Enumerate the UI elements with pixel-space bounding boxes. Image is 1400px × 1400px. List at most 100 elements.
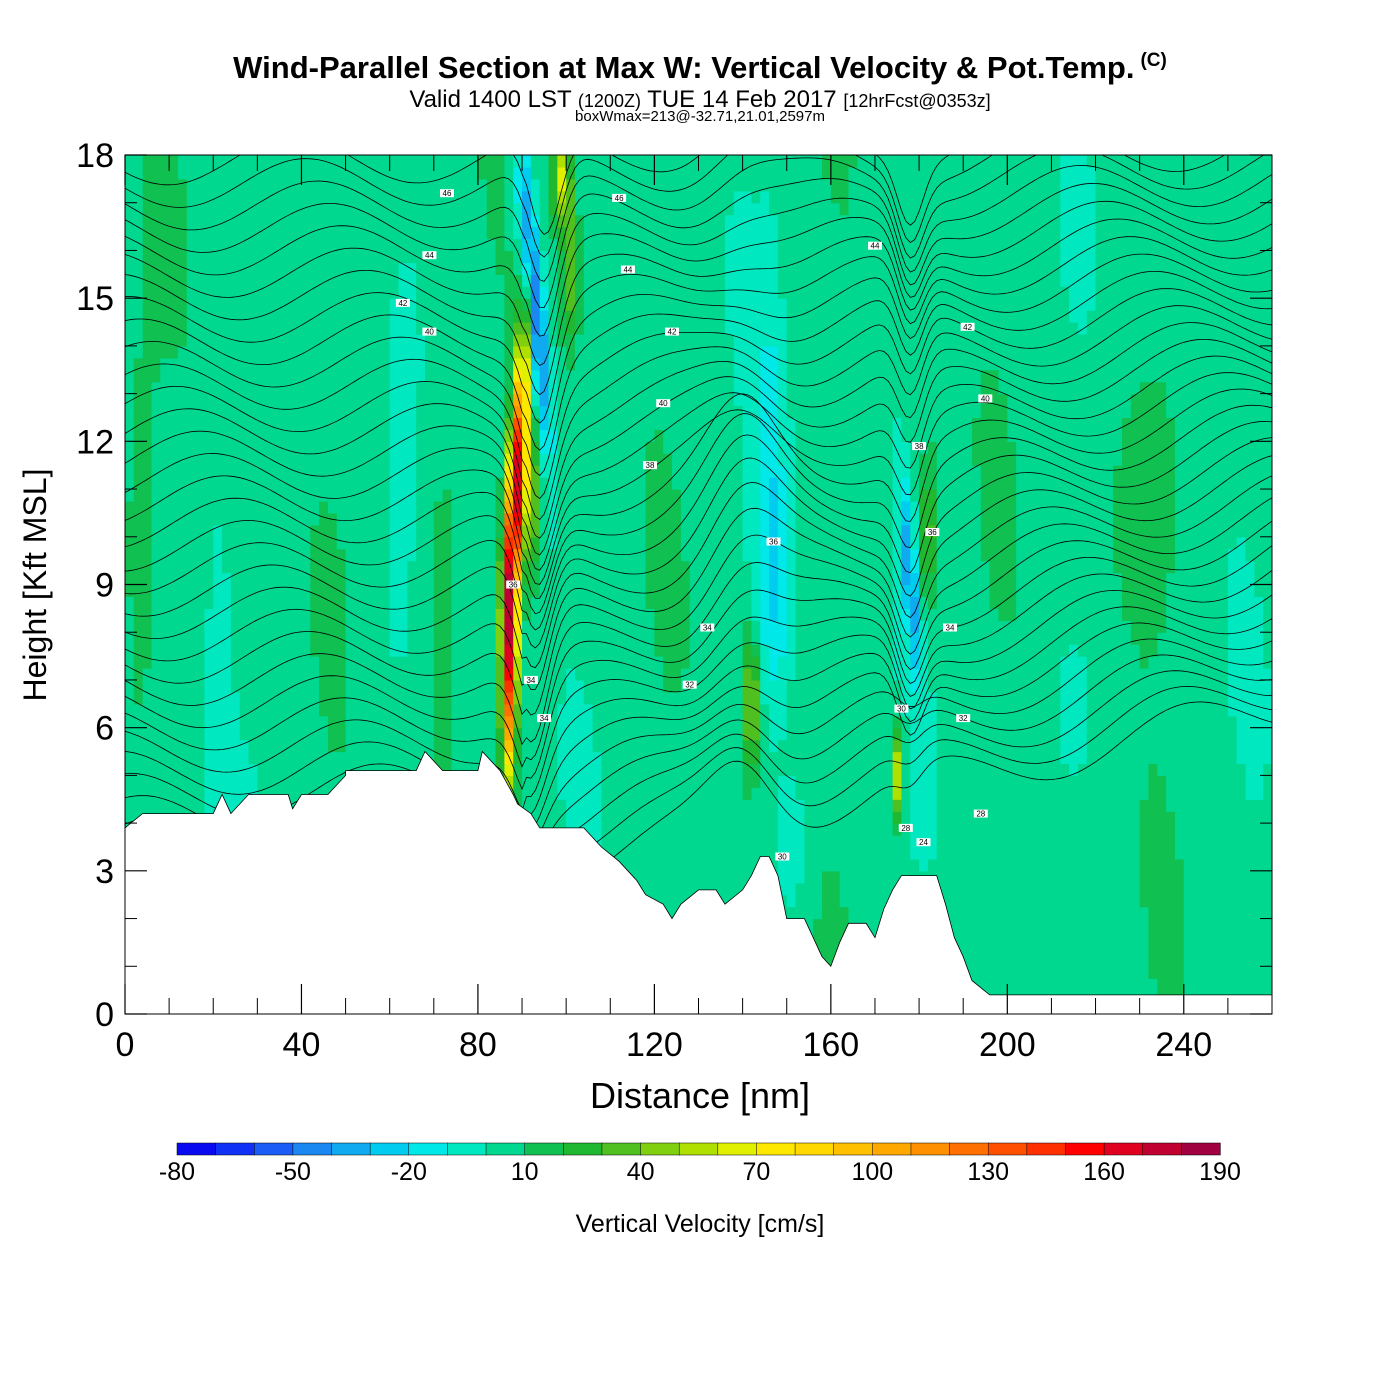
w-cell	[742, 858, 753, 872]
w-cell	[257, 572, 267, 586]
w-cell	[795, 787, 805, 800]
w-cell	[566, 644, 576, 657]
w-cell	[663, 882, 673, 896]
w-cell	[566, 763, 576, 776]
w-cell	[1130, 835, 1141, 848]
w-cell	[1219, 787, 1229, 800]
w-cell	[1042, 560, 1053, 574]
w-cell	[1263, 584, 1272, 598]
w-cell	[1069, 644, 1079, 657]
w-cell	[160, 668, 170, 681]
w-cell	[742, 787, 753, 800]
w-cell	[1095, 835, 1105, 848]
w-cell	[336, 656, 347, 669]
w-cell	[672, 775, 682, 788]
w-cell	[363, 548, 373, 562]
w-cell	[195, 644, 205, 657]
w-cell	[513, 763, 523, 776]
w-cell	[866, 835, 876, 848]
w-cell	[1060, 644, 1070, 657]
w-cell	[1148, 584, 1158, 598]
w-cell	[963, 560, 973, 574]
w-cell	[1192, 966, 1203, 979]
w-cell	[274, 656, 285, 669]
w-cell	[1060, 858, 1070, 872]
w-cell	[301, 727, 311, 741]
w-cell	[1113, 679, 1123, 693]
w-cell	[936, 703, 947, 717]
w-cell	[672, 620, 682, 633]
w-cell	[777, 870, 788, 884]
w-cell	[636, 751, 647, 765]
w-cell	[1192, 882, 1203, 896]
w-cell	[1122, 668, 1132, 681]
w-cell	[1033, 656, 1044, 669]
w-cell	[1051, 668, 1061, 681]
w-cell	[610, 560, 620, 574]
w-cell	[1016, 691, 1026, 705]
w-cell	[777, 727, 788, 741]
w-cell	[989, 775, 1000, 788]
w-cell	[901, 799, 911, 812]
w-cell	[557, 775, 567, 788]
w-cell	[1130, 787, 1141, 800]
w-cell	[680, 846, 691, 860]
w-cell	[424, 727, 435, 741]
w-cell	[1263, 954, 1272, 967]
w-cell	[1157, 668, 1167, 681]
w-cell	[160, 799, 170, 812]
w-cell	[257, 715, 267, 729]
w-cell	[574, 739, 585, 753]
w-cell	[945, 656, 955, 669]
w-cell	[663, 775, 673, 788]
w-cell	[848, 715, 858, 729]
w-cell	[769, 656, 779, 669]
w-cell	[548, 715, 558, 729]
w-cell	[1007, 894, 1017, 908]
w-cell	[1227, 811, 1238, 824]
w-cell	[901, 679, 911, 693]
w-cell	[160, 608, 170, 621]
w-cell	[292, 775, 303, 788]
w-cell	[795, 656, 805, 669]
w-cell	[1007, 644, 1017, 657]
w-cell	[742, 691, 753, 705]
w-cell	[380, 584, 391, 598]
w-cell	[363, 679, 373, 693]
w-cell	[610, 787, 620, 800]
w-cell	[327, 751, 338, 765]
w-cell	[672, 858, 682, 872]
w-cell	[160, 679, 170, 693]
w-cell	[310, 560, 320, 574]
w-cell	[248, 763, 258, 776]
w-cell	[407, 668, 417, 681]
w-cell	[160, 751, 170, 765]
w-cell	[1024, 858, 1035, 872]
w-cell	[636, 584, 647, 598]
w-cell	[1174, 584, 1185, 598]
w-cell	[919, 775, 929, 788]
w-cell	[133, 548, 144, 562]
w-cell	[1069, 703, 1079, 717]
w-cell	[539, 560, 550, 574]
w-cell	[998, 739, 1008, 753]
w-cell	[142, 644, 153, 657]
w-cell	[522, 584, 532, 598]
w-cell	[619, 572, 629, 586]
w-cell	[927, 703, 938, 717]
w-cell	[1254, 656, 1264, 669]
w-cell	[1166, 930, 1176, 944]
w-cell	[619, 596, 629, 609]
w-cell	[848, 882, 858, 896]
w-cell	[442, 620, 453, 633]
w-cell	[980, 656, 991, 669]
w-cell	[1219, 894, 1229, 908]
w-cell	[574, 644, 585, 657]
w-cell	[557, 715, 567, 729]
w-cell	[813, 811, 823, 824]
w-cell	[1130, 620, 1141, 633]
w-cell	[1051, 882, 1061, 896]
w-cell	[927, 811, 938, 824]
w-cell	[1007, 620, 1017, 633]
w-cell	[1166, 763, 1176, 776]
